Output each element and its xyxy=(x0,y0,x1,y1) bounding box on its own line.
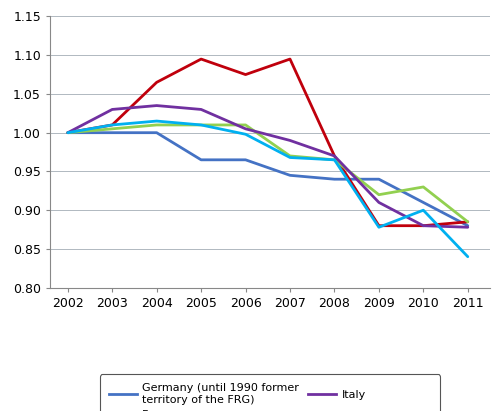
Legend: Germany (until 1990 former
territory of the FRG), France, Spain, Italy, , United: Germany (until 1990 former territory of … xyxy=(100,374,440,411)
